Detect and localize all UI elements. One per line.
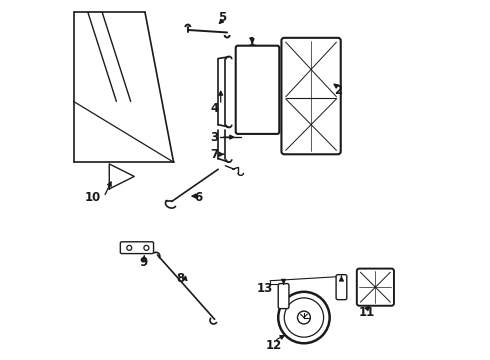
- Text: 2: 2: [334, 84, 342, 97]
- Text: 10: 10: [85, 192, 101, 204]
- Text: 4: 4: [211, 102, 219, 115]
- FancyBboxPatch shape: [336, 275, 347, 300]
- FancyBboxPatch shape: [278, 284, 289, 309]
- Text: 7: 7: [211, 148, 219, 162]
- Text: 9: 9: [139, 256, 147, 269]
- Text: 5: 5: [218, 11, 226, 24]
- Text: 3: 3: [211, 131, 219, 144]
- Text: 8: 8: [176, 272, 185, 285]
- FancyBboxPatch shape: [236, 46, 279, 134]
- Text: 11: 11: [358, 306, 374, 319]
- Text: 13: 13: [257, 283, 273, 296]
- Text: 1: 1: [248, 36, 256, 49]
- Text: 6: 6: [195, 192, 203, 204]
- Text: 12: 12: [266, 338, 282, 351]
- FancyBboxPatch shape: [281, 38, 341, 154]
- FancyBboxPatch shape: [121, 242, 153, 253]
- FancyBboxPatch shape: [357, 269, 394, 306]
